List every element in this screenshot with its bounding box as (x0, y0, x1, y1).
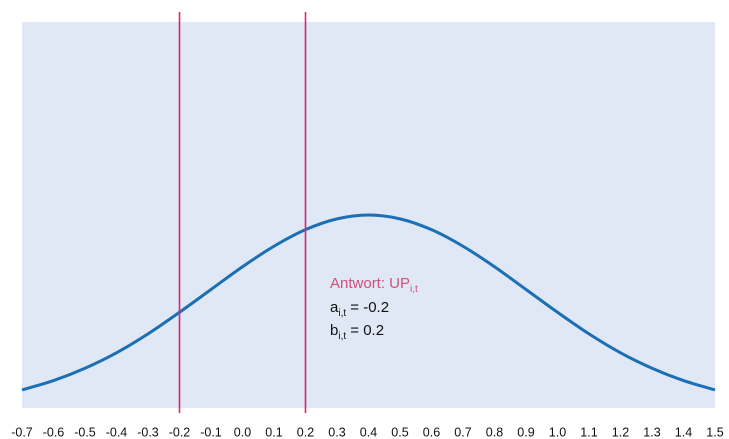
x-tick-label: 1.2 (612, 425, 629, 439)
x-tick-label: -0.6 (43, 425, 65, 439)
x-tick-label: 0.0 (234, 425, 251, 439)
x-tick-label: 0.5 (391, 425, 408, 439)
x-tick-label: 1.4 (675, 425, 692, 439)
x-tick-label: 0.6 (423, 425, 440, 439)
x-tick-label: 0.8 (486, 425, 503, 439)
annotation-line: bi,t = 0.2 (330, 322, 384, 342)
x-tick-label: 1.3 (643, 425, 660, 439)
x-tick-label: 1.5 (706, 425, 723, 439)
annotation-value: = -0.2 (346, 299, 389, 316)
curve (21, 213, 716, 392)
x-tick-label: 0.9 (517, 425, 534, 439)
x-tick-label: -0.3 (137, 425, 159, 439)
x-tick-label: -0.2 (169, 425, 191, 439)
annotation-title-text: Antwort: UP (330, 275, 410, 292)
x-tick-label: 1.1 (580, 425, 597, 439)
x-tick-label: 0.7 (454, 425, 471, 439)
x-tick-label: 0.4 (360, 425, 377, 439)
x-tick-label: 1.0 (549, 425, 566, 439)
x-tick-label: 0.3 (328, 425, 345, 439)
annotation-value: = 0.2 (346, 322, 384, 339)
annotation-sub: i,t (338, 331, 346, 342)
x-tick-label: -0.1 (200, 425, 222, 439)
x-tick-label: 0.2 (297, 425, 314, 439)
x-tick-label: 0.1 (265, 425, 282, 439)
annotation-sub: i,t (338, 308, 346, 319)
annotation-symbol: a (330, 299, 339, 316)
annotation-symbol: b (330, 322, 338, 339)
x-tick-label: -0.4 (106, 425, 128, 439)
x-tick-label: -0.5 (74, 425, 96, 439)
annotation-title: Antwort: UPi,t (330, 275, 418, 295)
x-tick-label: -0.7 (11, 425, 33, 439)
annotation-line: ai,t = -0.2 (330, 299, 389, 319)
annotation-title-sub: i,t (410, 284, 418, 295)
